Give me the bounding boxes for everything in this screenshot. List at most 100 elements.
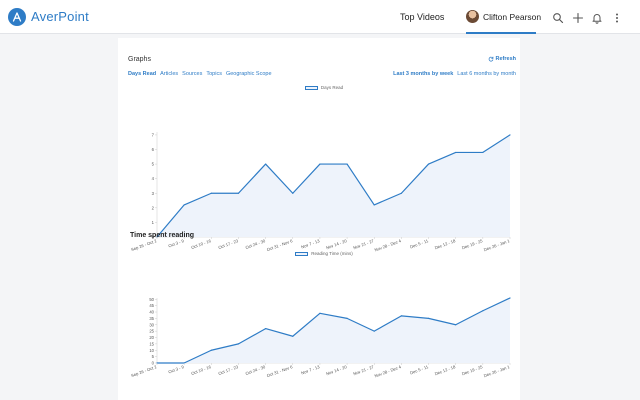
- refresh-button[interactable]: Refresh: [488, 56, 516, 62]
- x-tick-label: Nov 14 - 20: [325, 364, 348, 376]
- y-tick-label: 7: [152, 132, 155, 137]
- tab-sources[interactable]: Sources: [182, 71, 203, 77]
- data-point: [455, 324, 457, 326]
- chart-legend: Days Read: [130, 85, 518, 90]
- data-point: [427, 317, 430, 319]
- y-tick-label: 10: [149, 348, 154, 353]
- data-point: [237, 192, 240, 194]
- x-tick-label: Dec 5 - 11: [409, 238, 429, 249]
- data-point: [292, 335, 294, 337]
- avatar: [466, 10, 479, 23]
- data-point: [509, 134, 511, 136]
- x-tick-label: Nov 21 - 27: [353, 364, 376, 376]
- refresh-icon: [488, 56, 493, 62]
- x-tick-label: Oct 17 - 23: [218, 364, 240, 376]
- x-tick-label: Nov 7 - 13: [300, 238, 320, 250]
- nav-top-videos[interactable]: Top Videos: [400, 12, 445, 22]
- data-point: [482, 151, 484, 154]
- range-last-3-months[interactable]: Last 3 months by week: [393, 71, 454, 77]
- averpoint-logo-icon[interactable]: [8, 8, 26, 26]
- tab-topics[interactable]: Topics: [206, 71, 222, 77]
- data-point: [455, 151, 457, 154]
- y-tick-label: 6: [152, 147, 155, 152]
- time-spent-reading-title: Time spent reading: [130, 232, 195, 239]
- data-point: [210, 192, 212, 194]
- top-bar: AverPoint Top Videos Clifton Pearson: [0, 0, 640, 34]
- y-tick-label: 50: [149, 297, 154, 302]
- data-point: [265, 327, 267, 330]
- legend-swatch: [295, 251, 309, 256]
- x-tick-label: Oct 3 - 9: [168, 364, 185, 374]
- y-tick-label: 4: [152, 176, 155, 181]
- x-tick-label: Nov 28 - Dec 4: [374, 364, 403, 378]
- x-tick-label: Dec 26 - Jan 1: [483, 364, 511, 378]
- user-profile-tab[interactable]: Clifton Pearson: [466, 0, 541, 34]
- data-point: [319, 163, 321, 165]
- data-point: [237, 343, 240, 345]
- data-point: [400, 192, 402, 194]
- y-tick-label: 35: [149, 316, 154, 321]
- y-tick-label: 40: [149, 310, 154, 315]
- x-tick-label: Dec 19 - 25: [461, 364, 484, 376]
- series-line: [156, 134, 511, 238]
- series-area: [157, 134, 510, 237]
- metric-tabs: Days Read Articles Sources Topics Geogra…: [128, 71, 272, 77]
- data-point: [427, 163, 430, 165]
- y-tick-label: 5: [152, 354, 155, 359]
- graphs-title: Graphs: [128, 56, 151, 63]
- y-tick-label: 25: [149, 329, 154, 334]
- x-tick-label: Oct 10 - 16: [190, 364, 212, 376]
- reading-time-chart: Reading Time (mins) 0 5 10 15 20 25 30 35 40 45 50…: [130, 245, 518, 400]
- data-point: [292, 192, 294, 194]
- data-point: [373, 330, 375, 332]
- chart-legend: Reading Time (mins): [130, 251, 518, 256]
- y-tick-label: 3: [152, 191, 155, 196]
- x-tick-label: Dec 5 - 11: [409, 364, 429, 375]
- data-point: [373, 204, 375, 206]
- y-tick-label: 45: [149, 303, 154, 308]
- data-point: [319, 312, 321, 314]
- series-line: [157, 297, 511, 364]
- search-icon[interactable]: [552, 11, 564, 24]
- y-tick-label: 30: [149, 322, 154, 327]
- x-tick-label: Dec 12 - 18: [434, 364, 457, 376]
- legend-label: Reading Time (mins): [311, 251, 353, 256]
- data-point: [265, 163, 267, 165]
- data-point: [346, 317, 348, 319]
- x-tick-label: Oct 24 - 30: [245, 364, 267, 376]
- bell-icon[interactable]: [591, 11, 603, 24]
- series-area: [157, 298, 510, 363]
- refresh-label: Refresh: [495, 56, 516, 62]
- data-point: [482, 310, 484, 312]
- y-tick-label: 2: [152, 205, 155, 210]
- graphs-card: Graphs Refresh Days Read Articles Source…: [118, 38, 520, 400]
- x-tick-label: Oct 31 - Nov 6: [266, 364, 294, 378]
- legend-swatch: [304, 85, 318, 90]
- tab-articles[interactable]: Articles: [160, 71, 179, 77]
- range-last-6-months[interactable]: Last 6 months by month: [457, 71, 516, 77]
- y-tick-label: 1: [152, 220, 155, 225]
- tab-geographic-scope[interactable]: Geographic Scope: [225, 71, 272, 77]
- x-tick-label: Nov 7 - 13: [300, 364, 320, 376]
- x-tick-label: Sep 26 - Oct 2: [130, 364, 158, 378]
- data-point: [509, 297, 511, 299]
- x-tick-label: Oct 3 - 9: [168, 238, 185, 248]
- data-point: [346, 163, 348, 165]
- y-tick-label: 15: [149, 341, 154, 346]
- plus-icon[interactable]: [572, 11, 584, 24]
- tab-days-read[interactable]: Days Read: [128, 71, 157, 77]
- data-point: [210, 349, 212, 351]
- y-tick-label: 5: [152, 162, 155, 167]
- days-read-chart: Days Read 0 1 2 3 4 5 6 7 Sep 26 - Oct 2 Oct 3 - …: [130, 82, 518, 252]
- user-name: Clifton Pearson: [483, 12, 542, 22]
- legend-label: Days Read: [320, 85, 344, 90]
- y-tick-label: 20: [149, 335, 154, 340]
- more-vertical-icon[interactable]: [611, 11, 623, 23]
- range-options: Last 3 months by week Last 6 months by m…: [393, 71, 516, 77]
- y-tick-label: 0: [152, 361, 155, 366]
- data-point: [183, 204, 185, 206]
- data-point: [400, 315, 402, 317]
- brand-name[interactable]: AverPoint: [31, 9, 89, 24]
